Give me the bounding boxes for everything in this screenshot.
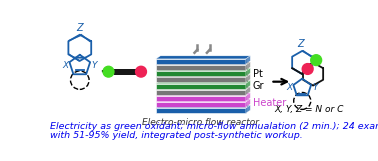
Polygon shape [156, 93, 250, 96]
Polygon shape [156, 62, 250, 65]
Bar [156, 84, 246, 89]
Polygon shape [156, 87, 250, 90]
Text: X, Y, Z = N or C: X, Y, Z = N or C [274, 105, 344, 114]
Polygon shape [246, 80, 250, 89]
Text: X: X [62, 61, 68, 70]
Polygon shape [246, 87, 250, 95]
Polygon shape [246, 99, 250, 107]
Text: Electro-micro flow reactor: Electro-micro flow reactor [142, 118, 259, 127]
Polygon shape [246, 56, 250, 64]
Text: +: + [99, 63, 115, 81]
Text: Z: Z [297, 39, 304, 49]
Circle shape [136, 66, 146, 77]
Circle shape [311, 55, 322, 66]
Text: Heater: Heater [253, 98, 286, 108]
Text: Y: Y [92, 61, 97, 70]
Text: with 51-95% yield, integrated post-synthetic workup.: with 51-95% yield, integrated post-synth… [50, 131, 302, 140]
Text: Pt: Pt [253, 69, 262, 79]
Circle shape [103, 66, 114, 77]
Text: Y: Y [313, 83, 318, 92]
Text: Electricity as green oxidant; micro-flow annualation (2 min.); 24 example: Electricity as green oxidant; micro-flow… [50, 122, 378, 131]
Bar [156, 71, 246, 76]
Polygon shape [246, 68, 250, 76]
Bar [156, 102, 246, 107]
Bar [156, 108, 246, 113]
Text: X: X [286, 83, 292, 92]
Text: Z: Z [76, 23, 83, 33]
Polygon shape [156, 99, 250, 102]
Polygon shape [156, 74, 250, 77]
Bar [156, 65, 246, 70]
Polygon shape [156, 68, 250, 71]
Circle shape [302, 64, 313, 74]
Polygon shape [246, 74, 250, 82]
Polygon shape [156, 56, 250, 59]
Polygon shape [246, 93, 250, 101]
Bar [156, 77, 246, 82]
Polygon shape [156, 105, 250, 108]
Text: Gr: Gr [253, 81, 264, 91]
Polygon shape [156, 80, 250, 84]
Bar [156, 59, 246, 64]
Polygon shape [246, 62, 250, 70]
Bar [156, 90, 246, 95]
Bar [156, 96, 246, 101]
Polygon shape [246, 105, 250, 113]
